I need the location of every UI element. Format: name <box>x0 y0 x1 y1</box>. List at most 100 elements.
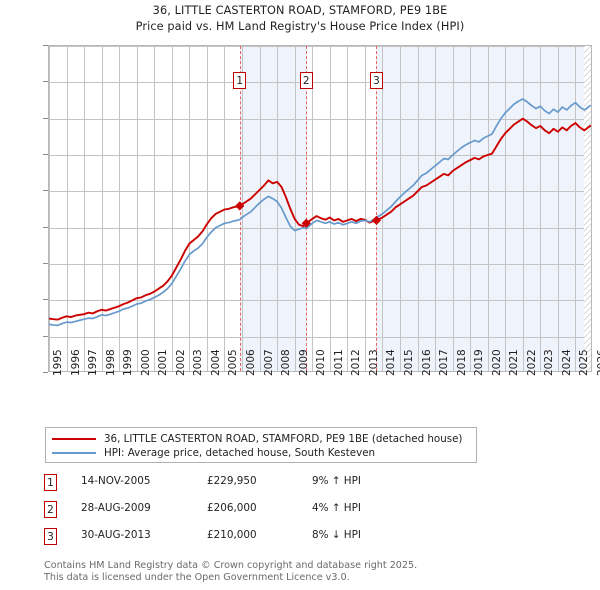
x-axis-tick-label: 1995 <box>52 349 64 376</box>
sale-marker-2 <box>301 218 311 228</box>
y-axis-tick <box>43 263 48 264</box>
txn-marker-number: 2 <box>44 501 57 518</box>
x-axis-tick-label: 2015 <box>402 349 415 376</box>
x-axis-tick-label: 2013 <box>367 349 380 376</box>
gridline-horizontal <box>49 337 591 338</box>
page-title: 36, LITTLE CASTERTON ROAD, STAMFORD, PE9… <box>0 3 600 34</box>
gridline-vertical <box>84 46 85 371</box>
x-axis-tick-label: 2006 <box>245 349 258 376</box>
sale-marker-1 <box>235 201 245 211</box>
gridline-vertical <box>224 46 225 371</box>
gridline-vertical <box>137 46 138 371</box>
gridline-vertical <box>540 46 541 371</box>
txn-hpi-delta: 8% ↓ HPI <box>312 529 361 541</box>
x-axis-tick-label: 2012 <box>350 349 363 376</box>
y-axis-tick <box>43 45 48 46</box>
event-box-2: 2 <box>299 72 313 89</box>
y-axis-tick <box>43 118 48 119</box>
txn-marker-number: 1 <box>44 474 57 491</box>
y-axis-tick <box>43 190 48 191</box>
gridline-vertical <box>575 46 576 371</box>
x-axis-tick-label: 2019 <box>473 349 486 376</box>
gridline-horizontal <box>49 155 591 156</box>
series-lines <box>49 98 591 327</box>
line-swatch-red-icon <box>52 438 96 440</box>
gridline-horizontal <box>49 46 591 47</box>
x-axis-tick-label: 2008 <box>280 349 293 376</box>
txn-hpi-delta: 4% ↑ HPI <box>312 502 361 514</box>
x-axis-tick-label: 2004 <box>209 349 222 376</box>
legend-label-hpi: HPI: Average price, detached house, Sout… <box>104 447 376 459</box>
x-axis-tick-label: 2025 <box>578 349 591 376</box>
title-line-1: 36, LITTLE CASTERTON ROAD, STAMFORD, PE9… <box>152 4 448 17</box>
gridline-horizontal <box>49 264 591 265</box>
gridline-vertical <box>365 46 366 371</box>
gridline-vertical <box>119 46 120 371</box>
txn-price: £206,000 <box>207 502 257 514</box>
x-axis-tick-label: 2017 <box>438 349 451 376</box>
x-axis-tick-label: 1996 <box>69 349 82 376</box>
y-axis-tick <box>43 154 48 155</box>
x-axis-tick-label: 2011 <box>332 349 345 376</box>
gridline-vertical <box>470 46 471 371</box>
gridline-horizontal <box>49 300 591 301</box>
footer-line-2: This data is licensed under the Open Gov… <box>44 571 350 583</box>
line-swatch-blue-icon <box>52 452 96 454</box>
x-axis-tick-label: 2001 <box>157 349 170 376</box>
y-axis-tick <box>43 81 48 82</box>
x-axis-tick-label: 2005 <box>227 349 240 376</box>
x-axis-tick-label: 2023 <box>543 349 556 376</box>
txn-date: 30-AUG-2013 <box>81 529 151 541</box>
gridline-horizontal <box>49 119 591 120</box>
txn-hpi-delta: 9% ↑ HPI <box>312 475 361 487</box>
gridline-vertical <box>400 46 401 371</box>
legend-entry-hpi: HPI: Average price, detached house, Sout… <box>52 446 470 460</box>
gridline-vertical <box>435 46 436 371</box>
event-line-3 <box>376 46 378 371</box>
event-box-3: 3 <box>369 72 383 89</box>
x-axis-tick-label: 1999 <box>122 349 135 376</box>
gridline-vertical <box>453 46 454 371</box>
chart-legend: 36, LITTLE CASTERTON ROAD, STAMFORD, PE9… <box>45 427 477 463</box>
x-axis-tick-label: 2018 <box>455 349 468 376</box>
x-axis-tick-label: 2000 <box>139 349 152 376</box>
x-axis-tick-label: 2010 <box>315 349 328 376</box>
txn-price: £210,000 <box>207 529 257 541</box>
gridline-vertical <box>207 46 208 371</box>
gridline-vertical <box>418 46 419 371</box>
x-axis-tick-label: 2009 <box>297 349 310 376</box>
legend-entry-property: 36, LITTLE CASTERTON ROAD, STAMFORD, PE9… <box>52 432 470 446</box>
y-axis-tick <box>43 372 48 373</box>
gridline-vertical <box>242 46 243 371</box>
gridline-vertical <box>49 46 50 371</box>
x-axis-tick-label: 2014 <box>385 349 398 376</box>
x-axis-tick-label: 2020 <box>490 349 503 376</box>
txn-date: 28-AUG-2009 <box>81 502 151 514</box>
y-axis-tick <box>43 336 48 337</box>
x-axis-tick-label: 2003 <box>192 349 205 376</box>
gridline-vertical <box>295 46 296 371</box>
gridline-vertical <box>312 46 313 371</box>
x-axis-tick-label: 2022 <box>525 349 538 376</box>
gridline-vertical <box>189 46 190 371</box>
gridline-vertical <box>102 46 103 371</box>
gridline-vertical <box>488 46 489 371</box>
gridline-vertical <box>523 46 524 371</box>
chart-plot-area: 1 2 3 <box>48 45 592 372</box>
gridline-horizontal <box>49 228 591 229</box>
y-axis-tick <box>43 227 48 228</box>
shaded-band <box>376 46 591 371</box>
title-line-2: Price paid vs. HM Land Registry's House … <box>135 19 465 33</box>
x-axis-tick-label: 1998 <box>104 349 117 376</box>
gridline-vertical <box>330 46 331 371</box>
gridline-vertical <box>505 46 506 371</box>
gridline-vertical <box>260 46 261 371</box>
footer-line-1: Contains HM Land Registry data © Crown c… <box>44 560 418 571</box>
x-axis-tick-label: 1997 <box>87 349 100 376</box>
x-axis-tick-label: 2026 <box>596 349 600 376</box>
x-axis-tick-label: 2007 <box>262 349 275 376</box>
property-price-line <box>49 117 591 321</box>
projection-hatch <box>584 46 591 371</box>
gridline-vertical <box>277 46 278 371</box>
